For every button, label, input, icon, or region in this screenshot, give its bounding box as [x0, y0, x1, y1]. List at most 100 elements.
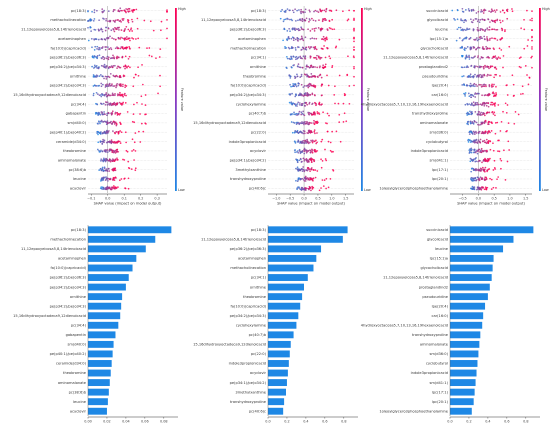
shap-point	[476, 39, 479, 42]
shap-point	[103, 18, 105, 20]
shap-point	[472, 169, 475, 172]
shap-point	[292, 27, 294, 29]
shap-point	[118, 83, 121, 86]
shap-point	[484, 132, 486, 135]
shap-point	[483, 35, 486, 38]
shap-point	[133, 159, 135, 161]
shap-point	[520, 93, 522, 95]
shap-point	[314, 149, 317, 151]
shap-point	[326, 122, 328, 125]
shap-point	[99, 74, 102, 76]
shap-point	[93, 55, 96, 58]
shap-point	[484, 121, 487, 123]
feature-label: transhydroxyproline	[412, 112, 449, 116]
shap-point	[302, 28, 305, 31]
shap-point	[313, 130, 316, 133]
feature-label: ornithine	[250, 65, 267, 69]
shap-point	[103, 38, 106, 40]
bar	[450, 235, 514, 243]
shap-point	[491, 37, 493, 39]
feature-label: lpc(15:1)a	[430, 37, 448, 41]
shap-point	[320, 187, 322, 189]
feature-label: pe(p34:2)/pe(o34:3)	[50, 65, 87, 69]
shap-point	[464, 49, 466, 52]
shap-point	[299, 130, 302, 133]
shap-point	[494, 21, 497, 24]
shap-point	[104, 169, 107, 172]
shap-point	[481, 113, 484, 116]
shap-point	[321, 38, 324, 40]
shap-point	[112, 169, 115, 171]
shap-point	[301, 66, 304, 69]
shap-point	[98, 54, 101, 57]
panel-4: pc(18:3)methacholinecation11,12epoxyeico…	[13, 225, 178, 423]
bar	[88, 398, 108, 406]
shap-point	[101, 132, 104, 135]
feature-label: methacholinecation	[50, 18, 86, 22]
shap-point	[297, 151, 300, 154]
shap-point	[123, 94, 126, 96]
shap-point	[135, 8, 138, 11]
shap-point	[114, 159, 117, 161]
shap-point	[308, 18, 311, 20]
shap-point	[477, 176, 479, 179]
x-tick-label: 0.8	[523, 419, 528, 423]
shap-point	[308, 121, 311, 124]
bar-label: lpc(17:1)	[432, 390, 449, 394]
shap-point	[489, 140, 492, 143]
shap-point	[128, 45, 131, 48]
shap-point	[477, 18, 480, 21]
shap-point	[134, 150, 137, 152]
shap-point	[115, 28, 117, 31]
shap-point	[316, 122, 318, 124]
shap-point	[482, 131, 485, 134]
shap-point	[353, 56, 355, 59]
shap-point	[294, 46, 297, 49]
shap-point	[337, 102, 340, 105]
shap-point	[288, 101, 291, 104]
shap-point	[114, 93, 116, 95]
shap-point	[301, 10, 303, 13]
shap-point	[311, 185, 314, 188]
shap-point	[104, 29, 107, 32]
shap-point	[468, 133, 471, 135]
shap-point	[131, 18, 133, 21]
shap-point	[305, 46, 308, 49]
bar-label: ornithine	[70, 295, 87, 299]
shap-point	[499, 19, 501, 22]
shap-point	[100, 64, 103, 67]
shap-point	[475, 132, 478, 134]
shap-point	[311, 148, 313, 151]
shap-point	[480, 188, 483, 191]
shap-point	[466, 27, 468, 30]
bar-label: 11,12epoxyeicosa5,8,14trienoicacid	[383, 276, 448, 280]
shap-point	[311, 103, 313, 106]
shap-point	[103, 111, 105, 113]
shap-point	[291, 92, 293, 95]
shap-point	[126, 46, 128, 49]
bar	[88, 264, 133, 272]
shap-point	[100, 94, 102, 96]
shap-point	[297, 19, 299, 22]
shap-point	[109, 85, 112, 87]
shap-point	[114, 152, 117, 154]
shap-point	[106, 158, 108, 161]
shap-point	[473, 75, 475, 78]
shap-point	[493, 66, 496, 69]
shap-point	[105, 57, 108, 60]
bar	[88, 360, 112, 367]
shap-point	[493, 92, 495, 95]
shap-point	[479, 27, 482, 30]
shap-point	[353, 67, 355, 70]
shap-point	[311, 188, 314, 190]
shap-point	[486, 36, 488, 38]
shap-point	[109, 187, 111, 190]
shap-point	[489, 177, 491, 180]
feature-label: cyclohexylamine	[236, 102, 267, 106]
shap-point	[112, 120, 115, 123]
bar	[88, 312, 121, 320]
shap-point	[120, 29, 123, 31]
shap-point	[316, 141, 318, 144]
shap-point	[112, 151, 115, 154]
shap-point	[495, 68, 498, 70]
